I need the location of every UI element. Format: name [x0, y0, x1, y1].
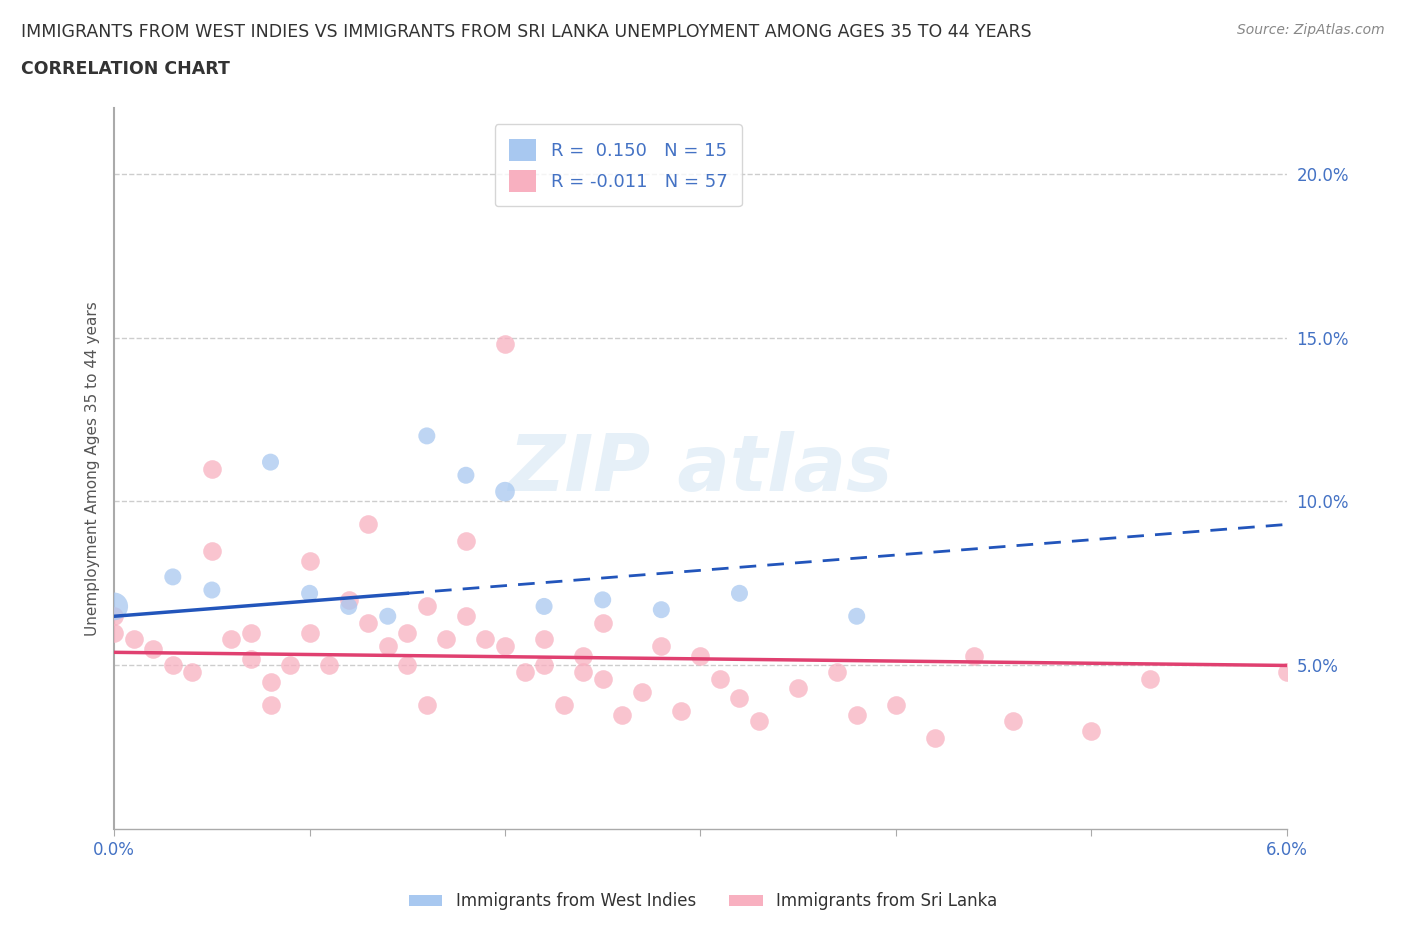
Point	[377, 638, 399, 653]
Point	[1139, 671, 1161, 686]
Point	[298, 586, 321, 601]
Point	[259, 674, 281, 689]
Point	[454, 609, 477, 624]
Point	[181, 665, 204, 680]
Point	[494, 337, 516, 352]
Point	[454, 534, 477, 549]
Point	[103, 609, 125, 624]
Point	[884, 698, 907, 712]
Text: CORRELATION CHART: CORRELATION CHART	[21, 60, 231, 78]
Point	[572, 648, 595, 663]
Point	[494, 485, 516, 499]
Point	[513, 665, 536, 680]
Point	[298, 625, 321, 640]
Point	[396, 658, 419, 673]
Point	[650, 638, 672, 653]
Point	[1080, 724, 1102, 738]
Point	[689, 648, 711, 663]
Point	[357, 517, 380, 532]
Point	[239, 625, 262, 640]
Point	[612, 707, 634, 722]
Point	[592, 592, 614, 607]
Point	[494, 638, 516, 653]
Point	[122, 631, 145, 646]
Point	[239, 651, 262, 666]
Point	[728, 586, 751, 601]
Point	[201, 582, 224, 597]
Point	[162, 569, 184, 584]
Point	[416, 698, 439, 712]
Y-axis label: Unemployment Among Ages 35 to 44 years: Unemployment Among Ages 35 to 44 years	[86, 301, 100, 636]
Point	[416, 599, 439, 614]
Point	[787, 681, 810, 696]
Point	[1275, 665, 1298, 680]
Point	[533, 599, 555, 614]
Text: Source: ZipAtlas.com: Source: ZipAtlas.com	[1237, 23, 1385, 37]
Point	[963, 648, 986, 663]
Point	[572, 665, 595, 680]
Point	[553, 698, 575, 712]
Point	[298, 553, 321, 568]
Point	[416, 429, 439, 444]
Point	[845, 707, 868, 722]
Point	[825, 665, 848, 680]
Point	[592, 616, 614, 631]
Point	[630, 684, 652, 699]
Point	[709, 671, 731, 686]
Point	[396, 625, 419, 640]
Point	[845, 609, 868, 624]
Point	[669, 704, 692, 719]
Point	[533, 631, 555, 646]
Point	[357, 616, 380, 631]
Point	[259, 698, 281, 712]
Legend: Immigrants from West Indies, Immigrants from Sri Lanka: Immigrants from West Indies, Immigrants …	[402, 885, 1004, 917]
Text: IMMIGRANTS FROM WEST INDIES VS IMMIGRANTS FROM SRI LANKA UNEMPLOYMENT AMONG AGES: IMMIGRANTS FROM WEST INDIES VS IMMIGRANT…	[21, 23, 1032, 41]
Point	[201, 461, 224, 476]
Point	[221, 631, 243, 646]
Point	[728, 691, 751, 706]
Point	[748, 713, 770, 728]
Point	[924, 730, 946, 745]
Point	[278, 658, 301, 673]
Legend: R =  0.150   N = 15, R = -0.011   N = 57: R = 0.150 N = 15, R = -0.011 N = 57	[495, 125, 742, 206]
Point	[318, 658, 340, 673]
Point	[474, 631, 496, 646]
Point	[142, 642, 165, 657]
Point	[533, 658, 555, 673]
Point	[259, 455, 281, 470]
Point	[337, 592, 360, 607]
Point	[337, 599, 360, 614]
Point	[434, 631, 457, 646]
Point	[650, 603, 672, 618]
Point	[377, 609, 399, 624]
Point	[103, 599, 125, 614]
Point	[201, 543, 224, 558]
Point	[103, 625, 125, 640]
Point	[592, 671, 614, 686]
Point	[162, 658, 184, 673]
Text: ZIP atlas: ZIP atlas	[508, 431, 893, 507]
Point	[1002, 713, 1025, 728]
Point	[454, 468, 477, 483]
